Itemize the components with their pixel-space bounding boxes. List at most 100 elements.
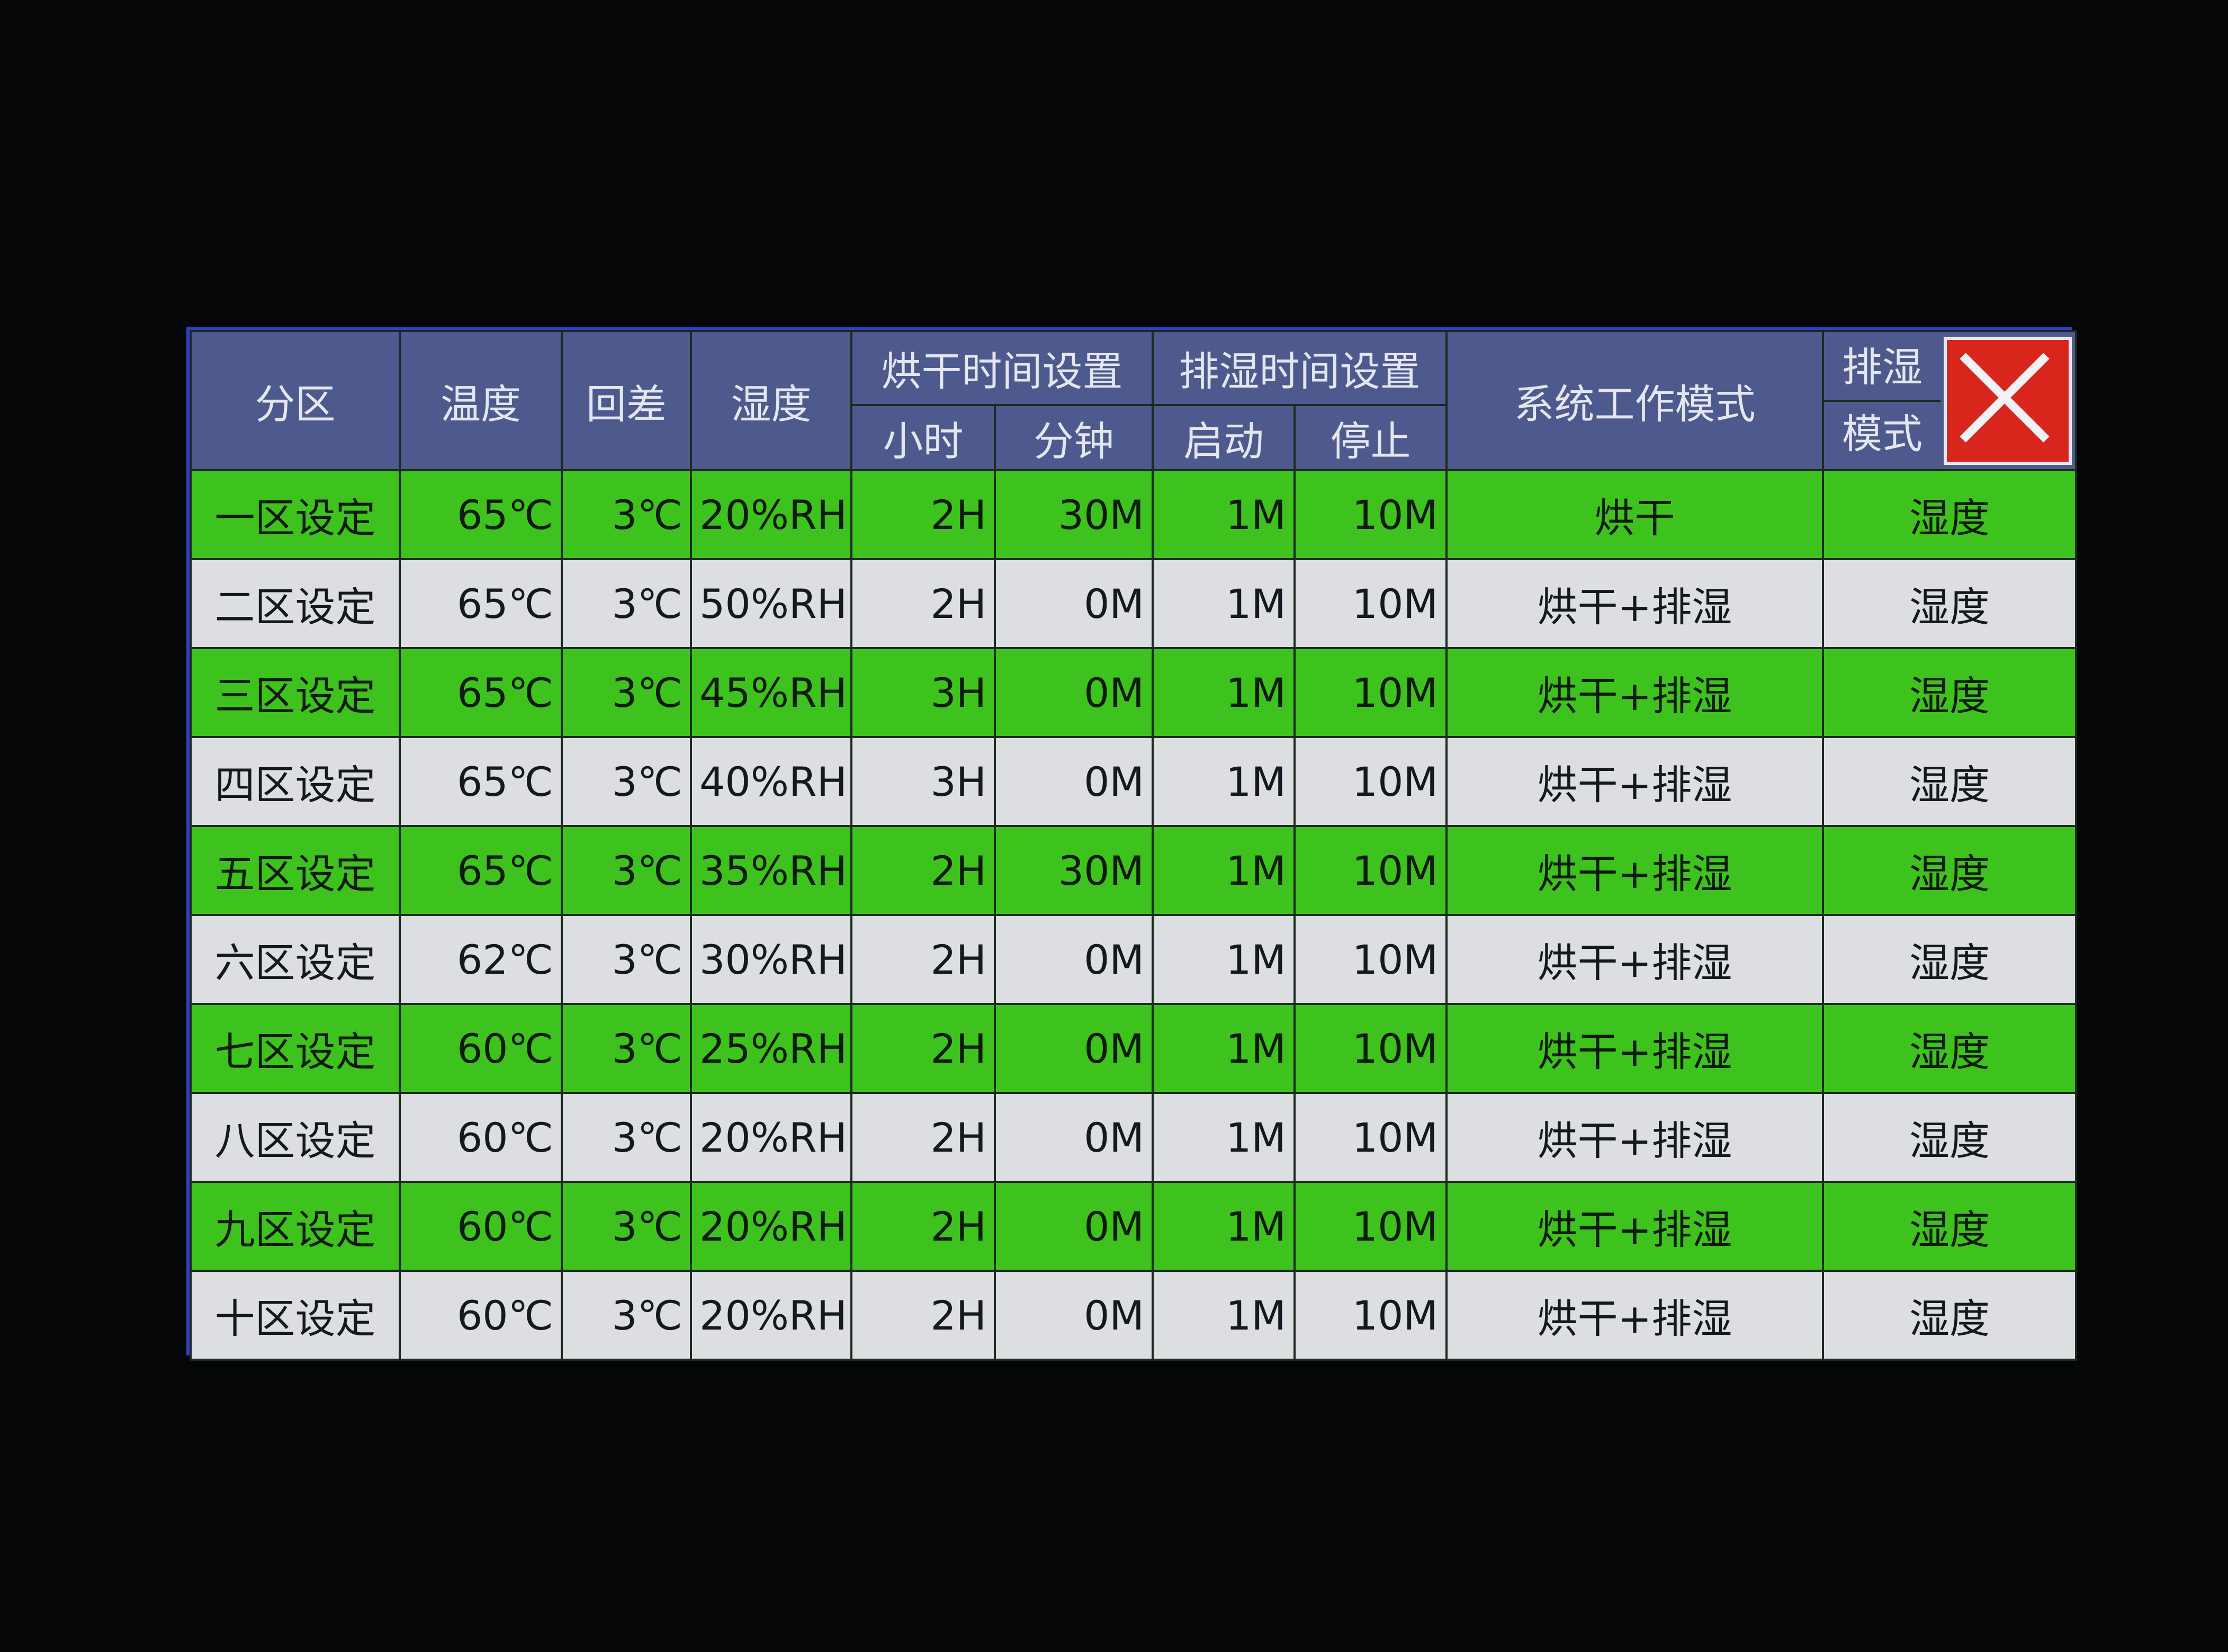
- minute-cell[interactable]: 0M: [994, 1181, 1154, 1272]
- dehum-mode-cell[interactable]: 湿度: [1822, 558, 2077, 649]
- temperature-cell[interactable]: 60℃: [399, 1092, 563, 1183]
- temperature-cell[interactable]: 65℃: [399, 736, 563, 827]
- minute-cell[interactable]: 0M: [994, 1003, 1154, 1094]
- start-cell[interactable]: 1M: [1152, 736, 1296, 827]
- hour-cell[interactable]: 2H: [850, 1270, 996, 1361]
- temperature-cell[interactable]: 62℃: [399, 914, 563, 1005]
- zone-cell: 八区设定: [190, 1092, 401, 1183]
- start-cell[interactable]: 1M: [1152, 1270, 1296, 1361]
- humidity-cell[interactable]: 20%RH: [690, 469, 852, 560]
- minute-cell[interactable]: 0M: [994, 558, 1154, 649]
- stop-cell[interactable]: 10M: [1293, 558, 1448, 649]
- hysteresis-cell[interactable]: 3℃: [561, 914, 692, 1005]
- system-mode-cell[interactable]: 烘干+排湿: [1445, 825, 1824, 916]
- dehum-mode-cell[interactable]: 湿度: [1822, 825, 2077, 916]
- dehum-mode-cell[interactable]: 湿度: [1822, 1270, 2077, 1361]
- system-mode-cell[interactable]: 烘干+排湿: [1445, 1270, 1824, 1361]
- stop-cell[interactable]: 10M: [1293, 825, 1448, 916]
- start-cell[interactable]: 1M: [1152, 469, 1296, 560]
- start-cell[interactable]: 1M: [1152, 825, 1296, 916]
- hysteresis-cell[interactable]: 3℃: [561, 647, 692, 738]
- system-mode-cell[interactable]: 烘干+排湿: [1445, 736, 1824, 827]
- hysteresis-cell[interactable]: 3℃: [561, 469, 692, 560]
- humidity-cell[interactable]: 30%RH: [690, 914, 852, 1005]
- humidity-cell[interactable]: 35%RH: [690, 825, 852, 916]
- temperature-cell[interactable]: 65℃: [399, 825, 563, 916]
- humidity-cell[interactable]: 40%RH: [690, 736, 852, 827]
- system-mode-cell[interactable]: 烘干: [1445, 469, 1824, 560]
- system-mode-cell[interactable]: 烘干+排湿: [1445, 558, 1824, 649]
- dehum-mode-cell[interactable]: 湿度: [1822, 914, 2077, 1005]
- dehum-mode-cell[interactable]: 湿度: [1822, 736, 2077, 827]
- hour-cell[interactable]: 2H: [850, 469, 996, 560]
- zone-cell: 三区设定: [190, 647, 401, 738]
- temperature-cell[interactable]: 65℃: [399, 558, 563, 649]
- hysteresis-cell[interactable]: 3℃: [561, 558, 692, 649]
- stop-cell[interactable]: 10M: [1293, 1003, 1448, 1094]
- start-cell[interactable]: 1M: [1152, 1181, 1296, 1272]
- start-cell[interactable]: 1M: [1152, 914, 1296, 1005]
- temperature-cell[interactable]: 60℃: [399, 1270, 563, 1361]
- minute-cell[interactable]: 0M: [994, 1092, 1154, 1183]
- temperature-cell[interactable]: 65℃: [399, 469, 563, 560]
- minute-cell[interactable]: 0M: [994, 914, 1154, 1005]
- hysteresis-cell[interactable]: 3℃: [561, 1270, 692, 1361]
- hour-cell[interactable]: 2H: [850, 914, 996, 1005]
- header-start: 启动: [1152, 404, 1296, 471]
- system-mode-cell[interactable]: 烘干+排湿: [1445, 1003, 1824, 1094]
- minute-cell[interactable]: 0M: [994, 1270, 1154, 1361]
- start-cell[interactable]: 1M: [1152, 558, 1296, 649]
- dehum-mode-cell[interactable]: 湿度: [1822, 469, 2077, 560]
- hysteresis-cell[interactable]: 3℃: [561, 736, 692, 827]
- minute-cell[interactable]: 0M: [994, 647, 1154, 738]
- stop-cell[interactable]: 10M: [1293, 1270, 1448, 1361]
- zone-cell: 四区设定: [190, 736, 401, 827]
- header-system-mode: 系统工作模式: [1445, 330, 1824, 471]
- stop-cell[interactable]: 10M: [1293, 736, 1448, 827]
- humidity-cell[interactable]: 20%RH: [690, 1092, 852, 1183]
- system-mode-cell[interactable]: 烘干+排湿: [1445, 1092, 1824, 1183]
- close-button[interactable]: [1944, 336, 2072, 465]
- humidity-cell[interactable]: 20%RH: [690, 1181, 852, 1272]
- humidity-cell[interactable]: 25%RH: [690, 1003, 852, 1094]
- start-cell[interactable]: 1M: [1152, 1003, 1296, 1094]
- dehum-mode-cell[interactable]: 湿度: [1822, 1003, 2077, 1094]
- temperature-cell[interactable]: 65℃: [399, 647, 563, 738]
- hour-cell[interactable]: 2H: [850, 1181, 996, 1272]
- header-zone: 分区: [190, 330, 401, 471]
- hysteresis-cell[interactable]: 3℃: [561, 1181, 692, 1272]
- dehum-mode-cell[interactable]: 湿度: [1822, 1181, 2077, 1272]
- system-mode-cell[interactable]: 烘干+排湿: [1445, 647, 1824, 738]
- hour-cell[interactable]: 2H: [850, 1092, 996, 1183]
- humidity-cell[interactable]: 50%RH: [690, 558, 852, 649]
- stop-cell[interactable]: 10M: [1293, 1092, 1448, 1183]
- hour-cell[interactable]: 3H: [850, 736, 996, 827]
- stop-cell[interactable]: 10M: [1293, 914, 1448, 1005]
- humidity-cell[interactable]: 45%RH: [690, 647, 852, 738]
- start-cell[interactable]: 1M: [1152, 647, 1296, 738]
- system-mode-cell[interactable]: 烘干+排湿: [1445, 914, 1824, 1005]
- dehum-mode-cell[interactable]: 湿度: [1822, 1092, 2077, 1183]
- hour-cell[interactable]: 2H: [850, 825, 996, 916]
- minute-cell[interactable]: 0M: [994, 736, 1154, 827]
- temperature-cell[interactable]: 60℃: [399, 1003, 563, 1094]
- stop-cell[interactable]: 10M: [1293, 1181, 1448, 1272]
- start-cell[interactable]: 1M: [1152, 1092, 1296, 1183]
- temperature-cell[interactable]: 60℃: [399, 1181, 563, 1272]
- hysteresis-cell[interactable]: 3℃: [561, 1092, 692, 1183]
- header-temperature: 温度: [399, 330, 563, 471]
- hysteresis-cell[interactable]: 3℃: [561, 825, 692, 916]
- system-mode-cell[interactable]: 烘干+排湿: [1445, 1181, 1824, 1272]
- humidity-cell[interactable]: 20%RH: [690, 1270, 852, 1361]
- stop-cell[interactable]: 10M: [1293, 647, 1448, 738]
- zone-cell: 九区设定: [190, 1181, 401, 1272]
- hour-cell[interactable]: 2H: [850, 558, 996, 649]
- hour-cell[interactable]: 2H: [850, 1003, 996, 1094]
- dehum-mode-cell[interactable]: 湿度: [1822, 647, 2077, 738]
- hysteresis-cell[interactable]: 3℃: [561, 1003, 692, 1094]
- hour-cell[interactable]: 3H: [850, 647, 996, 738]
- header-dehum-mode: 排湿 模式: [1822, 330, 2077, 471]
- minute-cell[interactable]: 30M: [994, 825, 1154, 916]
- stop-cell[interactable]: 10M: [1293, 469, 1448, 560]
- minute-cell[interactable]: 30M: [994, 469, 1154, 560]
